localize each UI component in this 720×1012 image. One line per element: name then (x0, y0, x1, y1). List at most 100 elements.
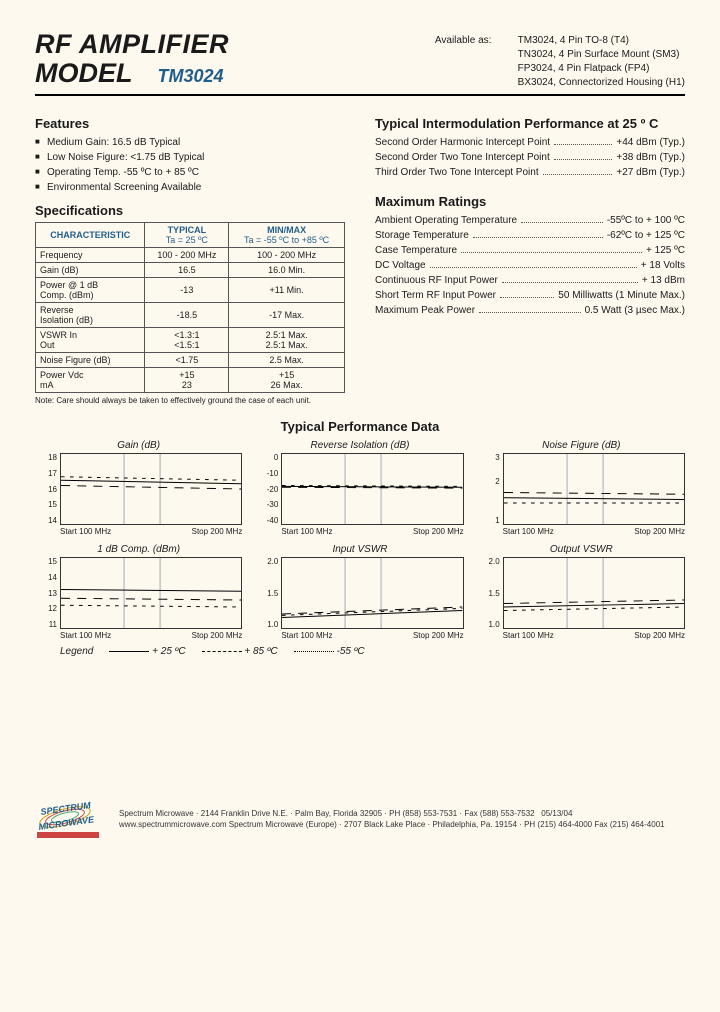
kv-row: Third Order Two Tone Intercept Point+27 … (375, 165, 685, 180)
title-line1: RF AMPLIFIER (35, 30, 229, 58)
kv-row: Ambient Operating Temperature-55ºC to + … (375, 213, 685, 228)
chart-yaxis: 32 1 (478, 453, 503, 525)
spec-cell: Power Vdc mA (36, 368, 145, 393)
chart-title: Reverse Isolation (dB) (256, 440, 463, 451)
chart-plot (503, 557, 685, 629)
available-label: Available as: (435, 34, 515, 48)
spec-header: CHARACTERISTIC (36, 223, 145, 248)
chart-yaxis: 0-10-20-30-40 (256, 453, 281, 525)
spec-cell: 100 - 200 MHz (145, 248, 229, 263)
available-item: BX3024, Connectorized Housing (H1) (518, 76, 685, 90)
spec-cell: 2.5:1 Max.2.5:1 Max. (229, 328, 345, 353)
spec-header: MIN/MAXTa = -55 ºC to +85 ºC (229, 223, 345, 248)
chart-xaxis: Start 100 MHzStop 200 MHz (281, 527, 463, 536)
feature-item: Low Noise Figure: <1.75 dB Typical (35, 150, 345, 165)
chart-plot (281, 557, 463, 629)
chart-xaxis: Start 100 MHzStop 200 MHz (281, 631, 463, 640)
chart-plot (281, 453, 463, 525)
legend-item: -55 ºC (294, 646, 365, 657)
chart-xaxis: Start 100 MHzStop 200 MHz (60, 527, 242, 536)
spec-cell: ReverseIsolation (dB) (36, 303, 145, 328)
spec-title: Specifications (35, 203, 345, 218)
spec-cell: Frequency (36, 248, 145, 263)
chart-title: Gain (dB) (35, 440, 242, 451)
features-title: Features (35, 116, 345, 131)
chart-xaxis: Start 100 MHzStop 200 MHz (503, 527, 685, 536)
kv-row: DC Voltage+ 18 Volts (375, 258, 685, 273)
footer: SPECTRUM MICROWAVE Spectrum Microwave · … (35, 797, 685, 841)
chart-yaxis: 2.01.51.0 (256, 557, 281, 629)
chart: Output VSWR 2.01.51.0 Start 100 MHzStop … (478, 544, 685, 640)
spec-cell: VSWR In Out (36, 328, 145, 353)
available-items: TM3024, 4 Pin TO-8 (T4)TN3024, 4 Pin Sur… (518, 34, 685, 90)
available-item: TM3024, 4 Pin TO-8 (T4) (518, 34, 685, 48)
title-block: RF AMPLIFIER MODEL TM3024 (35, 30, 229, 89)
spec-note: Note: Care should always be taken to eff… (35, 396, 345, 405)
chart-yaxis: 1817161514 (35, 453, 60, 525)
spec-cell: Gain (dB) (36, 263, 145, 278)
header: RF AMPLIFIER MODEL TM3024 Available as: … (35, 30, 685, 96)
chart-xaxis: Start 100 MHzStop 200 MHz (503, 631, 685, 640)
chart-yaxis: 1514131211 (35, 557, 60, 629)
chart-title: 1 dB Comp. (dBm) (35, 544, 242, 555)
feature-item: Environmental Screening Available (35, 180, 345, 195)
chart: Input VSWR 2.01.51.0 Start 100 MHzStop 2… (256, 544, 463, 640)
kv-row: Short Term RF Input Power50 Milliwatts (… (375, 288, 685, 303)
spec-cell: 16.5 (145, 263, 229, 278)
available-item: TN3024, 4 Pin Surface Mount (SM3) (518, 48, 685, 62)
chart-title: Noise Figure (dB) (478, 440, 685, 451)
available-item: FP3024, 4 Pin Flatpack (FP4) (518, 62, 685, 76)
spec-cell: +1523 (145, 368, 229, 393)
logo-icon: SPECTRUM MICROWAVE (35, 797, 109, 841)
spec-cell: 2.5 Max. (229, 353, 345, 368)
spec-header: TYPICALTa = 25 ºC (145, 223, 229, 248)
perf-title: Typical Performance Data (35, 419, 685, 434)
footer-line2: www.spectrummicrowave.com Spectrum Micro… (119, 820, 665, 829)
spec-cell: Noise Figure (dB) (36, 353, 145, 368)
legend-item: + 25 ºC (109, 646, 185, 657)
spec-cell: -17 Max. (229, 303, 345, 328)
spec-cell: +11 Min. (229, 278, 345, 303)
spec-cell: <1.75 (145, 353, 229, 368)
spec-cell: 100 - 200 MHz (229, 248, 345, 263)
available-block: Available as: TM3024, 4 Pin TO-8 (T4)TN3… (435, 30, 685, 90)
max-ratings-list: Ambient Operating Temperature-55ºC to + … (375, 213, 685, 318)
svg-text:MICROWAVE: MICROWAVE (38, 814, 96, 832)
spec-cell: +1526 Max. (229, 368, 345, 393)
legend-item: + 85 ºC (202, 646, 278, 657)
legend-label: Legend (60, 646, 93, 657)
chart: Gain (dB) 1817161514 Start 100 MHzStop 2… (35, 440, 242, 536)
intermod-title: Typical Intermodulation Performance at 2… (375, 116, 685, 131)
kv-row: Storage Temperature-62ºC to + 125 ºC (375, 228, 685, 243)
intermod-list: Second Order Harmonic Intercept Point+44… (375, 135, 685, 180)
model-word: MODEL (35, 58, 132, 88)
kv-row: Second Order Harmonic Intercept Point+44… (375, 135, 685, 150)
title-line2: MODEL TM3024 (35, 58, 229, 89)
spec-cell: Power @ 1 dBComp. (dBm) (36, 278, 145, 303)
chart: 1 dB Comp. (dBm) 1514131211 Start 100 MH… (35, 544, 242, 640)
spec-cell: -18.5 (145, 303, 229, 328)
chart: Reverse Isolation (dB) 0-10-20-30-40 Sta… (256, 440, 463, 536)
spec-cell: 16.0 Min. (229, 263, 345, 278)
feature-item: Medium Gain: 16.5 dB Typical (35, 135, 345, 150)
kv-row: Case Temperature+ 125 ºC (375, 243, 685, 258)
charts-grid: Gain (dB) 1817161514 Start 100 MHzStop 2… (35, 440, 685, 640)
legend: Legend + 25 ºC + 85 ºC -55 ºC (60, 646, 685, 657)
kv-row: Continuous RF Input Power+ 13 dBm (375, 273, 685, 288)
spec-table: CHARACTERISTICTYPICALTa = 25 ºCMIN/MAXTa… (35, 222, 345, 393)
chart-plot (503, 453, 685, 525)
feature-item: Operating Temp. -55 ºC to + 85 ºC (35, 165, 345, 180)
chart-plot (60, 557, 242, 629)
chart-title: Output VSWR (478, 544, 685, 555)
model-number: TM3024 (158, 66, 224, 86)
chart-xaxis: Start 100 MHzStop 200 MHz (60, 631, 242, 640)
spec-cell: <1.3:1<1.5:1 (145, 328, 229, 353)
features-list: Medium Gain: 16.5 dB TypicalLow Noise Fi… (35, 135, 345, 195)
footer-line1: Spectrum Microwave · 2144 Franklin Drive… (119, 809, 535, 818)
chart: Noise Figure (dB) 32 1 Start 100 MHzStop… (478, 440, 685, 536)
chart-plot (60, 453, 242, 525)
max-title: Maximum Ratings (375, 194, 685, 209)
kv-row: Second Order Two Tone Intercept Point+38… (375, 150, 685, 165)
spec-cell: -13 (145, 278, 229, 303)
chart-title: Input VSWR (256, 544, 463, 555)
